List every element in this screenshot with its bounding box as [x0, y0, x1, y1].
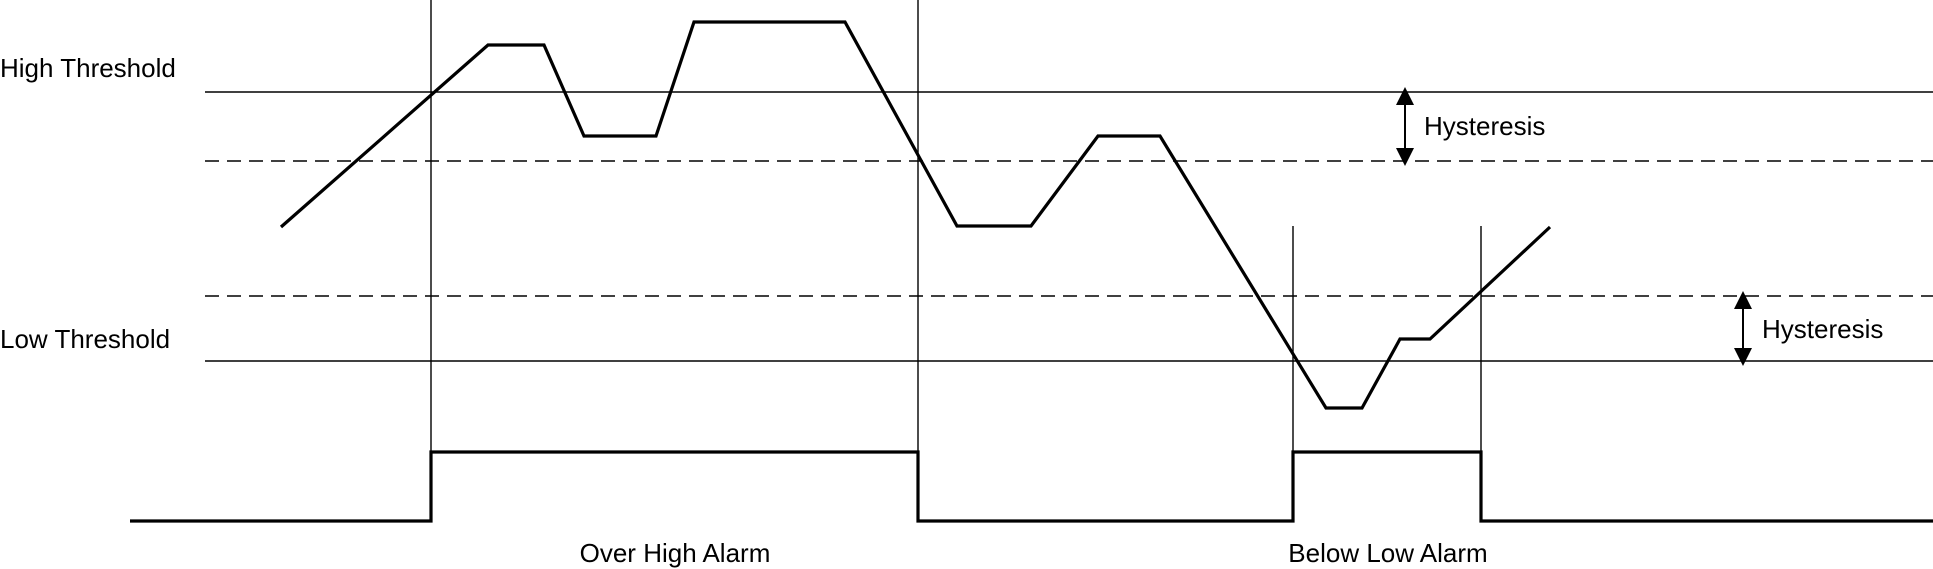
high-hysteresis-label: Hysteresis — [1424, 111, 1545, 141]
low-threshold-label: Low Threshold — [0, 324, 170, 354]
low-hysteresis-label: Hysteresis — [1762, 314, 1883, 344]
below-low-alarm-label: Below Low Alarm — [1288, 538, 1487, 568]
signal-waveform — [279, 20, 1552, 410]
over-high-alarm-label: Over High Alarm — [580, 538, 771, 568]
alarm-output-trace — [130, 450, 1933, 523]
high-threshold-label: High Threshold — [0, 53, 176, 83]
